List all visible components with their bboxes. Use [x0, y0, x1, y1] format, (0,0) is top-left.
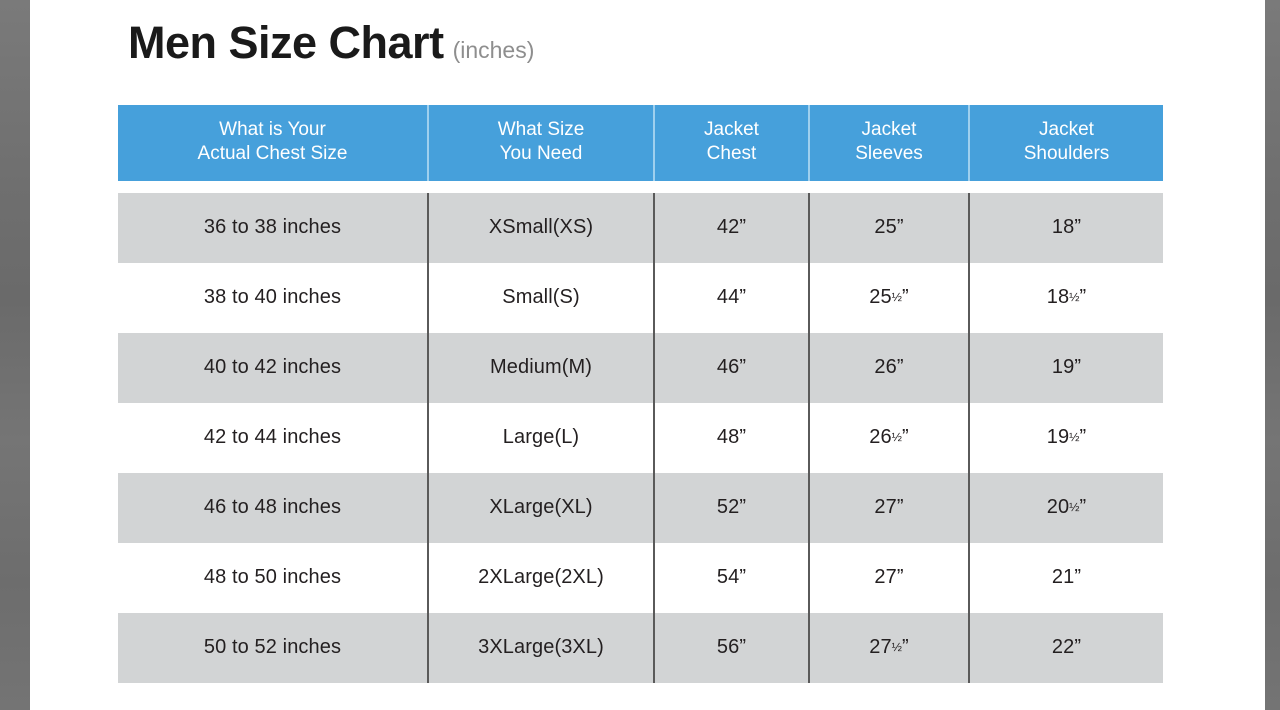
header-line-1: Jacket	[704, 119, 759, 140]
column-header-jacket-shoulders: Jacket Shoulders	[969, 105, 1163, 181]
cell-jacket-sleeves: 25½”	[809, 262, 970, 333]
table-row: 40 to 42 inches Medium(M) 46” 26” 19”	[118, 332, 1163, 403]
table-row: 48 to 50 inches 2XLarge(2XL) 54” 27” 21”	[118, 542, 1163, 613]
cell-chest-range: 38 to 40 inches	[118, 262, 429, 333]
header-line-1: What Size	[497, 119, 585, 140]
page-title-unit: (inches)	[452, 37, 535, 63]
cell-chest-range: 42 to 44 inches	[118, 402, 429, 473]
cell-jacket-sleeves: 27”	[809, 542, 970, 613]
cell-chest-range: 48 to 50 inches	[118, 542, 429, 613]
cell-size-needed: Small(S)	[428, 262, 655, 333]
column-header-jacket-chest: Jacket Chest	[654, 105, 810, 181]
cell-jacket-chest: 46”	[654, 332, 810, 403]
cell-size-needed: Medium(M)	[428, 332, 655, 403]
header-line-2: Actual Chest Size	[197, 142, 348, 164]
size-chart-table: What is Your Actual Chest Size What Size…	[118, 105, 1163, 683]
cell-jacket-chest: 56”	[654, 612, 810, 683]
cell-jacket-chest: 52”	[654, 472, 810, 543]
cell-size-needed: Large(L)	[428, 402, 655, 473]
column-header-chest-range: What is Your Actual Chest Size	[118, 105, 429, 181]
page-title: Men Size Chart (inches)	[128, 20, 534, 65]
cell-jacket-sleeves: 25”	[809, 192, 970, 263]
header-line-1: Jacket	[861, 119, 917, 140]
cell-jacket-shoulders: 22”	[969, 612, 1163, 683]
cell-jacket-shoulders: 21”	[969, 542, 1163, 613]
cell-jacket-shoulders: 18”	[969, 192, 1163, 263]
cell-chest-range: 46 to 48 inches	[118, 472, 429, 543]
cell-size-needed: 2XLarge(2XL)	[428, 542, 655, 613]
table-header-row: What is Your Actual Chest Size What Size…	[118, 105, 1163, 181]
header-line-2: Sleeves	[855, 142, 923, 164]
table-row: 42 to 44 inches Large(L) 48” 26½” 19½”	[118, 402, 1163, 473]
table-row: 46 to 48 inches XLarge(XL) 52” 27” 20½”	[118, 472, 1163, 543]
table-row: 50 to 52 inches 3XLarge(3XL) 56” 27½” 22…	[118, 612, 1163, 683]
cell-size-needed: XLarge(XL)	[428, 472, 655, 543]
cell-jacket-chest: 54”	[654, 542, 810, 613]
cell-jacket-chest: 42”	[654, 192, 810, 263]
letterbox-right	[1265, 0, 1280, 710]
table-body: 36 to 38 inches XSmall(XS) 42” 25” 18” 3…	[118, 180, 1163, 683]
cell-chest-range: 36 to 38 inches	[118, 192, 429, 263]
header-line-2: Chest	[706, 142, 757, 164]
header-gap-row	[118, 180, 1163, 193]
column-header-jacket-sleeves: Jacket Sleeves	[809, 105, 970, 181]
header-line-2: You Need	[499, 142, 583, 164]
cell-size-needed: 3XLarge(3XL)	[428, 612, 655, 683]
table-row: 36 to 38 inches XSmall(XS) 42” 25” 18”	[118, 192, 1163, 263]
cell-chest-range: 40 to 42 inches	[118, 332, 429, 403]
cell-jacket-shoulders: 19”	[969, 332, 1163, 403]
page-title-main: Men Size Chart	[128, 17, 444, 68]
cell-chest-range: 50 to 52 inches	[118, 612, 429, 683]
column-header-size-needed: What Size You Need	[428, 105, 655, 181]
letterbox-left	[0, 0, 30, 710]
cell-jacket-sleeves: 26”	[809, 332, 970, 403]
cell-jacket-sleeves: 26½”	[809, 402, 970, 473]
header-line-1: What is Your	[219, 119, 326, 140]
cell-jacket-chest: 48”	[654, 402, 810, 473]
cell-jacket-chest: 44”	[654, 262, 810, 333]
cell-jacket-shoulders: 20½”	[969, 472, 1163, 543]
table-row: 38 to 40 inches Small(S) 44” 25½” 18½”	[118, 262, 1163, 333]
cell-jacket-shoulders: 19½”	[969, 402, 1163, 473]
cell-jacket-sleeves: 27½”	[809, 612, 970, 683]
cell-size-needed: XSmall(XS)	[428, 192, 655, 263]
table-header: What is Your Actual Chest Size What Size…	[118, 105, 1163, 181]
cell-jacket-shoulders: 18½”	[969, 262, 1163, 333]
slide-canvas: Men Size Chart (inches) What is Your Act…	[30, 0, 1265, 710]
header-line-2: Shoulders	[1023, 142, 1110, 164]
cell-jacket-sleeves: 27”	[809, 472, 970, 543]
header-line-1: Jacket	[1039, 119, 1094, 140]
